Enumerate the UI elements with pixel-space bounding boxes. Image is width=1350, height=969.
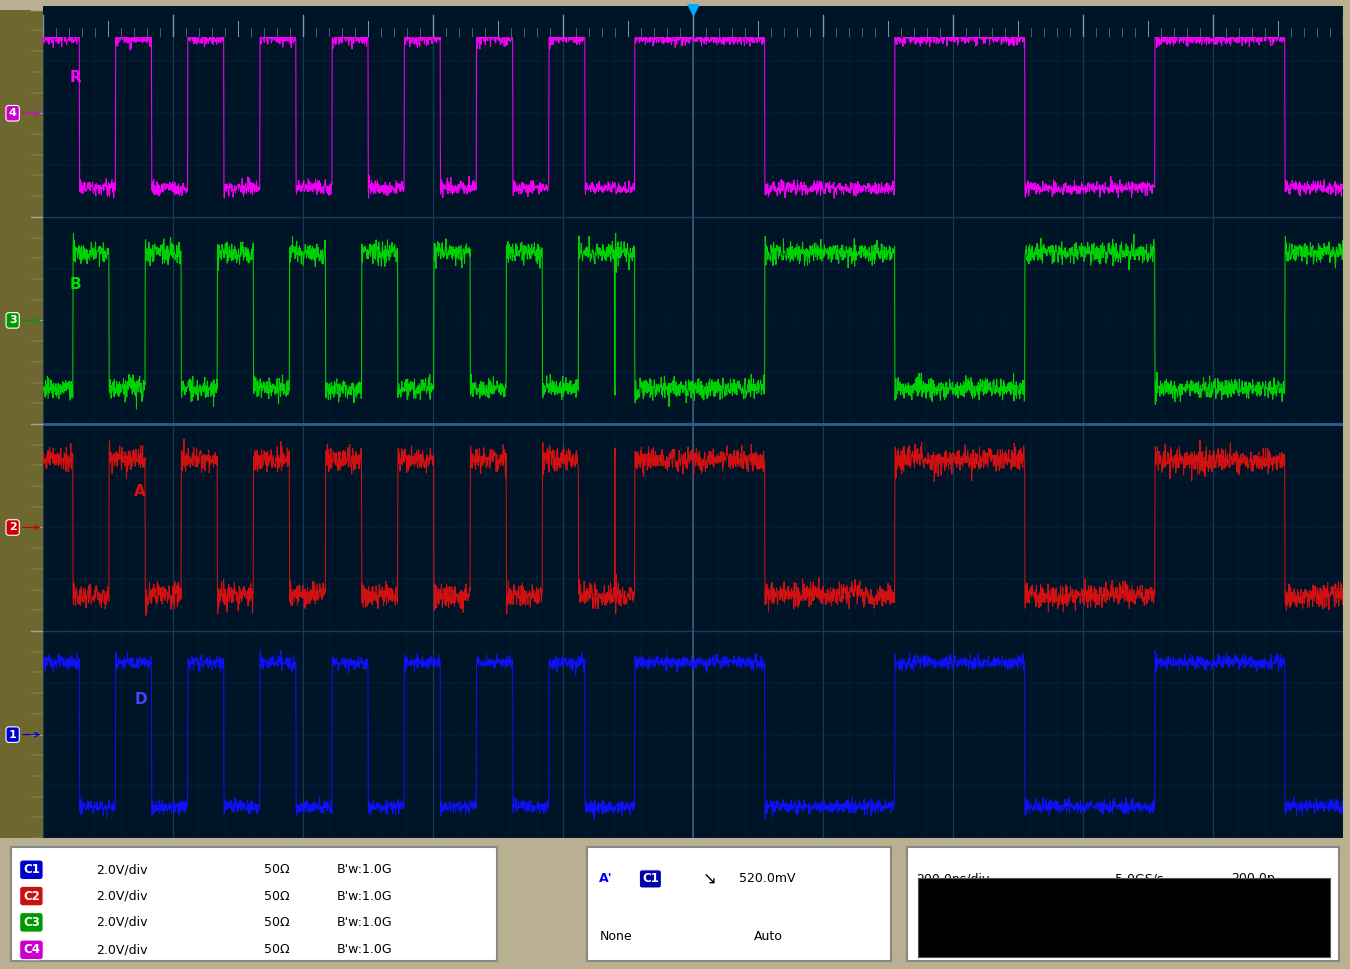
Text: 50Ω: 50Ω <box>263 863 289 876</box>
Text: 2.0V/div: 2.0V/div <box>96 890 147 902</box>
Text: B'w:1.0G: B'w:1.0G <box>336 943 391 956</box>
Text: 50Ω: 50Ω <box>263 916 289 929</box>
Text: B'w:1.0G: B'w:1.0G <box>336 890 391 902</box>
Text: 50Ω: 50Ω <box>263 890 289 902</box>
Text: C1: C1 <box>641 872 659 886</box>
Text: ↘: ↘ <box>702 870 717 888</box>
Text: 2: 2 <box>8 522 39 533</box>
Text: 2.0V/div: 2.0V/div <box>96 943 147 956</box>
Text: 200.0p: 200.0p <box>1231 872 1274 886</box>
Text: 3: 3 <box>9 315 39 326</box>
Text: R: R <box>69 70 81 85</box>
Text: C3: C3 <box>23 916 40 929</box>
Text: A': A' <box>599 872 613 886</box>
Text: C4: C4 <box>23 943 40 956</box>
Text: 200.0ns/div: 200.0ns/div <box>915 872 990 886</box>
Text: C1: C1 <box>23 863 40 876</box>
Text: 5.0GS/s: 5.0GS/s <box>1115 872 1164 886</box>
Text: Auto: Auto <box>755 929 783 943</box>
Text: C2: C2 <box>23 890 40 902</box>
Text: 1: 1 <box>8 730 39 739</box>
Text: A: A <box>134 484 146 499</box>
Text: 2.0V/div: 2.0V/div <box>96 916 147 929</box>
Text: D: D <box>134 692 147 706</box>
Text: B: B <box>69 277 81 293</box>
Text: 2.0V/div: 2.0V/div <box>96 863 147 876</box>
Text: 50Ω: 50Ω <box>263 943 289 956</box>
Text: B'w:1.0G: B'w:1.0G <box>336 863 391 876</box>
Text: None: None <box>599 929 632 943</box>
Text: 4: 4 <box>8 109 39 118</box>
Text: 520.0mV: 520.0mV <box>740 872 795 886</box>
Text: B'w:1.0G: B'w:1.0G <box>336 916 391 929</box>
